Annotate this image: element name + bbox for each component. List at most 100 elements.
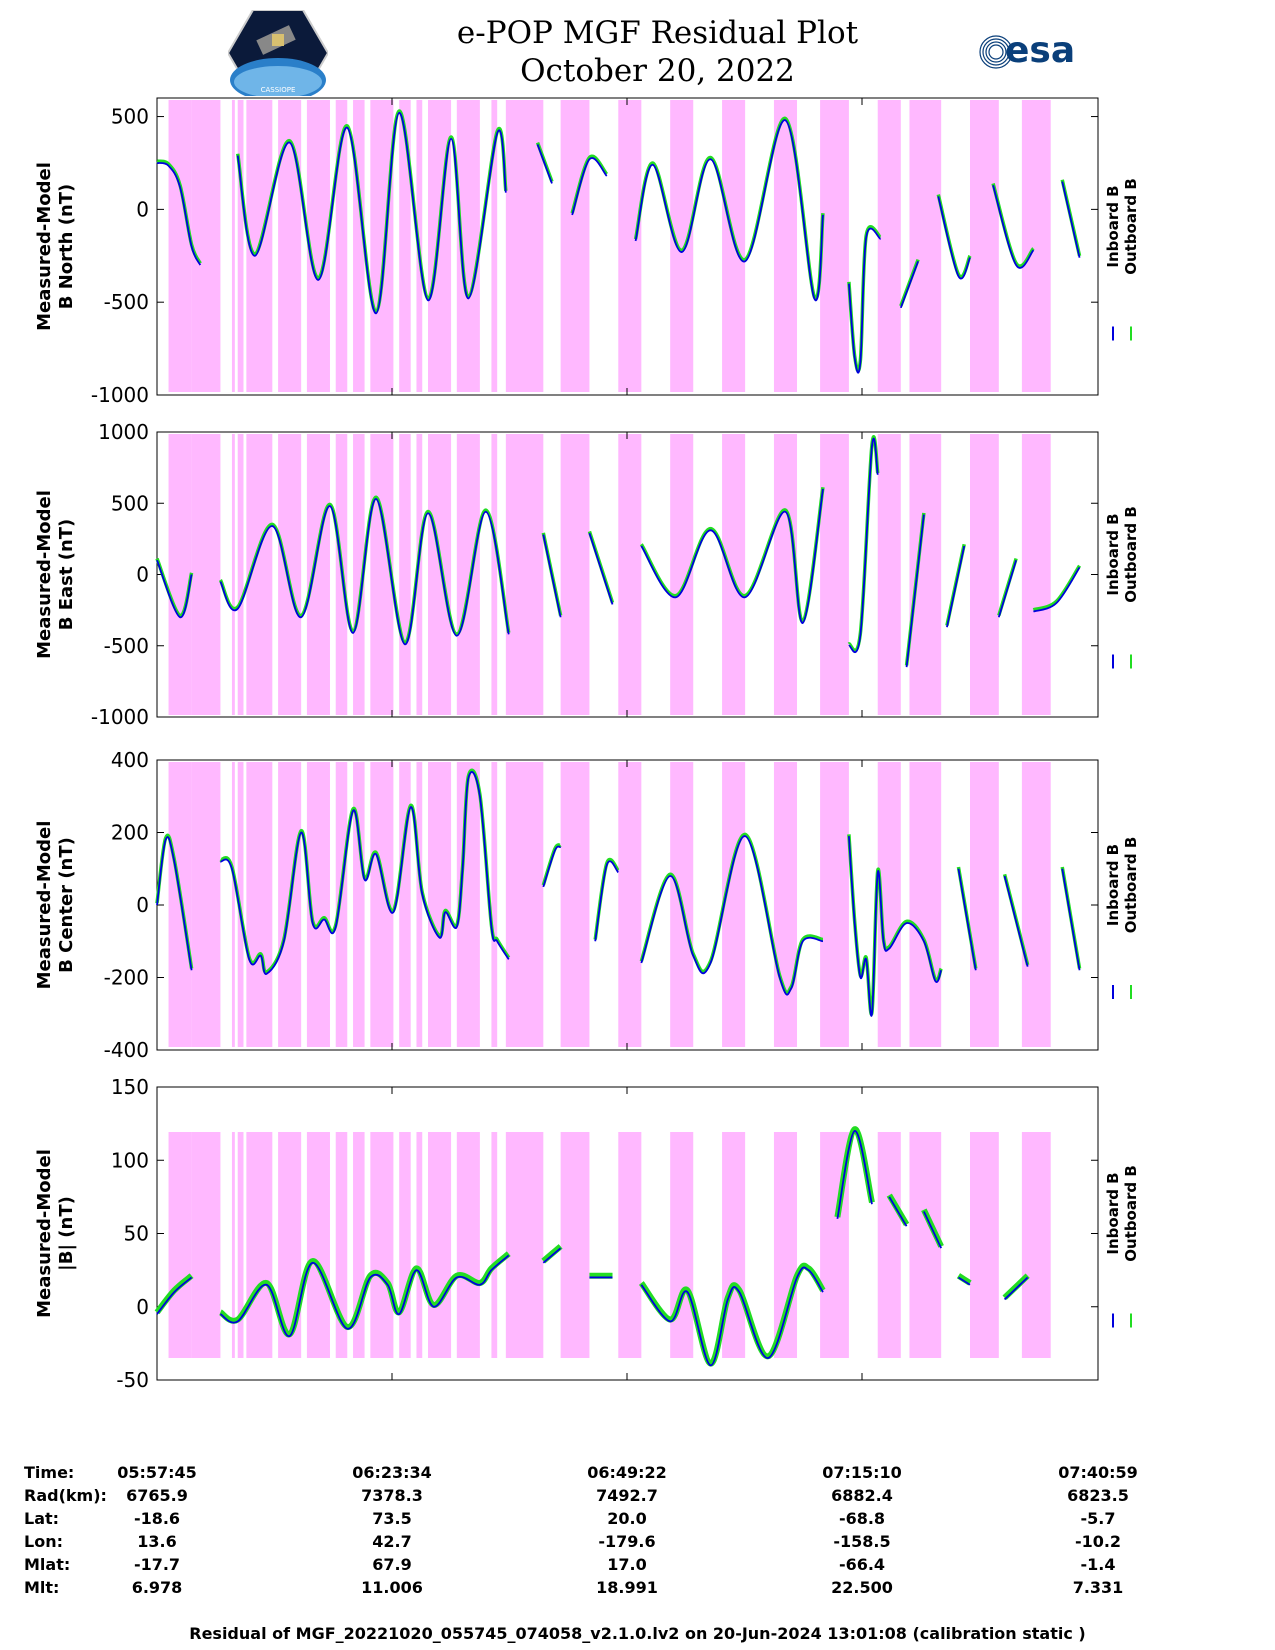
shaded-interval [231,100,235,392]
shaded-interval [370,434,394,715]
y-tick-label: 1000 [98,420,149,444]
series-inboard-line [848,836,943,1017]
y-tick-label: 0 [136,1295,149,1319]
panel-4: 150 100 50 0 -50 Measured-Model|B| (nT) Inboar… [34,1075,1140,1392]
y-axis-label-line1: Measured-Model [34,490,55,659]
series-inboard-line [219,498,510,646]
shaded-interval [353,762,365,1047]
info-cell: -68.8 [839,1509,885,1528]
info-cell: 18.991 [596,1578,658,1597]
info-cell: 06:49:22 [587,1463,667,1482]
legend-entry-outboard: Outboard B [1122,178,1140,275]
shaded-interval [335,1132,348,1358]
shaded-interval [353,1132,365,1358]
shaded-interval [427,1132,452,1358]
y-tick-label: -1000 [91,705,149,729]
series-inboard-line [634,119,824,302]
shaded-interval [909,762,942,1047]
shaded-interval [399,762,411,1047]
legend-entry-inboard: Inboard B [1104,844,1122,926]
shaded-interval [820,100,849,392]
series-inboard-line [571,157,608,216]
shaded-interval [168,1132,192,1358]
shaded-interval [969,434,999,715]
shaded-interval [231,1132,235,1358]
info-cell: 67.9 [372,1555,411,1574]
series-inboard-line [836,1130,873,1220]
series-inboard-line [957,868,977,971]
info-row-label: Time: [24,1463,74,1482]
series-outboard-line [1002,1273,1030,1300]
series-outboard-line [541,1244,563,1264]
legend-entry-inboard: Inboard B [1104,185,1122,267]
y-tick-label: 200 [111,821,149,845]
shaded-interval [969,100,999,392]
shaded-interval [560,762,590,1047]
shaded-interval [773,434,798,715]
info-cell: 07:15:10 [822,1463,902,1482]
info-row-label: Mlat: [24,1555,70,1574]
y-tick-label: -1000 [91,383,149,407]
shaded-interval [306,762,330,1047]
legend: Inboard BOutboard B [1104,506,1140,603]
info-cell: -66.4 [839,1555,885,1574]
series-inboard-line [236,111,507,315]
shaded-interval [820,762,849,1047]
series-inboard-line [542,845,562,888]
shaded-interval [773,762,798,1047]
y-tick-label: 500 [111,491,149,515]
title-line-2: October 20, 2022 [520,53,795,89]
shaded-interval [722,100,746,392]
series-inboard-line [156,162,202,266]
shaded-interval [231,762,235,1047]
shaded-interval [560,1132,590,1358]
shaded-interval [1021,100,1051,392]
shaded-interval [335,100,348,392]
shaded-interval [877,762,901,1047]
shaded-interval [278,1132,302,1358]
y-axis-label-line1: Measured-Model [34,1149,55,1318]
series-outboard-line [593,857,620,940]
shaded-interval [722,1132,746,1358]
shaded-interval [1021,1132,1051,1358]
series-inboard-line [536,144,553,184]
series-inboard-line [992,184,1035,269]
series-inboard-line [1003,875,1029,967]
series-inboard-line [957,1276,971,1286]
y-axis-label: Measured-Model|B| (nT) [34,1149,77,1318]
shaded-interval [191,1132,221,1358]
shaded-interval [427,762,452,1047]
info-cell: 11.006 [361,1578,423,1597]
info-cell: -5.7 [1081,1509,1116,1528]
y-tick-label: -50 [116,1368,149,1392]
panel-2: 1000 500 0 -500 -1000 Measured-ModelB East (n… [34,420,1140,729]
info-row-label: Rad(km): [24,1486,107,1505]
series-inboard-line [219,1254,510,1337]
info-row-label: Mlt: [24,1578,59,1597]
y-tick-label: -400 [104,1038,149,1062]
info-cell: 42.7 [372,1532,411,1551]
y-axis-label-line1: Measured-Model [34,162,55,331]
shaded-interval [909,1132,942,1358]
series-inboard-line [1003,1276,1029,1301]
shaded-interval [237,434,244,715]
series-inboard-line [997,559,1017,618]
shaded-interval [820,434,849,715]
series-inboard-line [542,534,562,618]
panel-3: 400 200 0 -200 -400 Measured-ModelB Center (n… [34,748,1140,1062]
series-inboard-line [640,1266,824,1367]
shaded-interval [877,434,901,715]
footer-caption: Residual of MGF_20221020_055745_074058_v… [189,1624,1086,1643]
legend-entry-outboard: Outboard B [1122,837,1140,934]
info-cell: 6882.4 [831,1486,893,1505]
info-cell: 06:23:34 [352,1463,432,1482]
shaded-interval [505,762,544,1047]
y-tick-label: -200 [104,966,149,990]
shaded-interval [231,434,235,715]
series-inboard-line [156,559,193,619]
y-axis-label-line2: B Center (nT) [56,837,77,973]
shaded-interval [278,434,302,715]
y-axis-label: Measured-ModelB East (nT) [34,490,77,659]
logo-caption: CASSIOPE [261,86,296,94]
